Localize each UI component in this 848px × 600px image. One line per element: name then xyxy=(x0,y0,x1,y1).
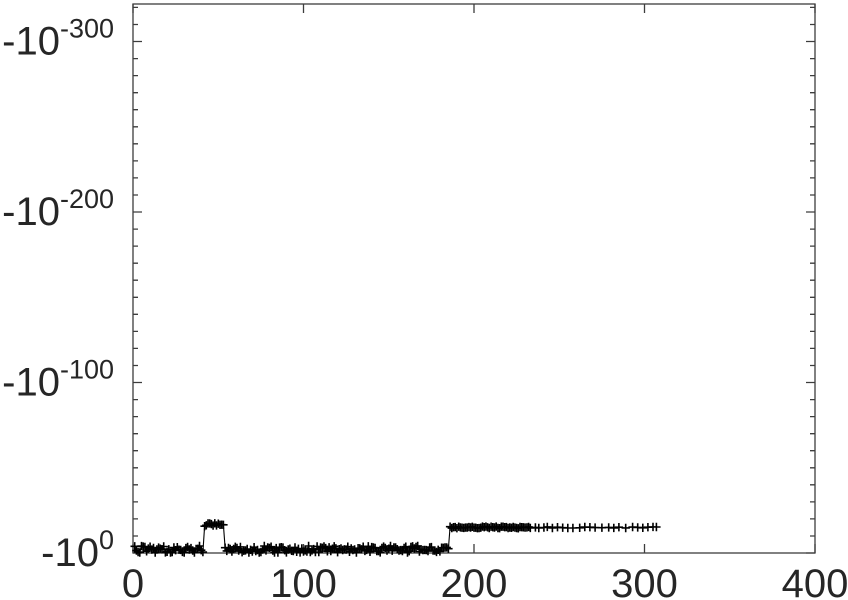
x-axis-tick-labels: 0 100 200 300 400 xyxy=(122,562,848,600)
y-tick-label: -10-300 xyxy=(2,14,114,64)
series-markers xyxy=(130,519,661,557)
x-tick-label: 100 xyxy=(270,562,337,600)
x-tick-label: 0 xyxy=(122,562,144,600)
x-tick-label: 400 xyxy=(782,562,848,600)
x-tick-label: 200 xyxy=(441,562,508,600)
x-tick-label: 300 xyxy=(611,562,678,600)
y-axis-ticks xyxy=(133,6,815,554)
